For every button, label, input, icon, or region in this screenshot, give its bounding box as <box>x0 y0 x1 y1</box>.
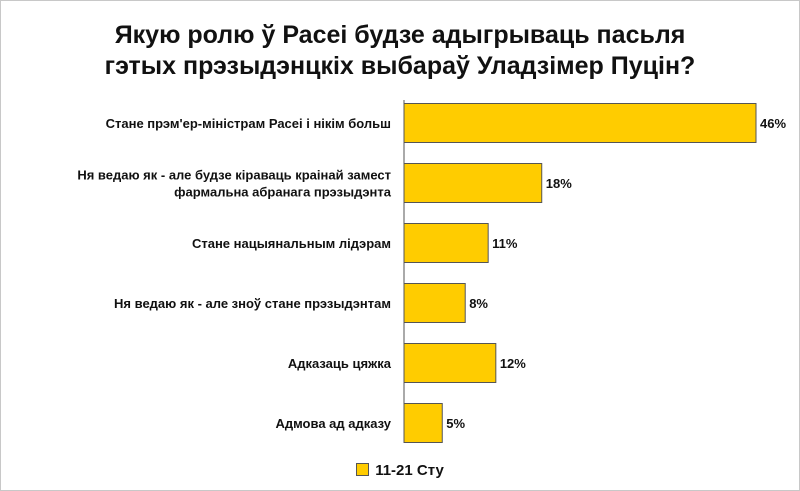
value-label: 46% <box>760 116 786 131</box>
legend-swatch <box>356 463 370 476</box>
bar <box>403 163 543 203</box>
category-label: Адказаць цяжка <box>288 356 392 371</box>
bar <box>403 403 443 443</box>
category-label: Ня ведаю як - але зноў стане прэзыдэнтам <box>114 296 391 311</box>
value-label: 12% <box>500 356 526 371</box>
category-label: Стане прэм'ер-міністрам Расеі і нікім бо… <box>106 116 391 131</box>
bar <box>403 223 489 263</box>
category-label: Адмова ад адказу <box>275 416 391 431</box>
value-label: 8% <box>469 296 488 311</box>
category-label: Ня ведаю як - але будзе кіраваць краінай… <box>77 168 391 200</box>
value-label: 18% <box>546 176 572 191</box>
value-label: 11% <box>492 236 518 251</box>
bar <box>403 103 757 143</box>
chart-title: Якую ролю ў Расеі будзе адыгрываць пасьл… <box>0 20 800 82</box>
category-label: Стане нацыянальным лідэрам <box>192 236 391 251</box>
legend-label: 11-21 Сту <box>375 462 444 479</box>
bar <box>403 283 466 323</box>
legend: 11-21 Сту <box>0 462 800 479</box>
bar <box>403 343 497 383</box>
title-line-2: гэтых прэзыдэнцкіх выбараў Уладзімер Пуц… <box>104 52 696 80</box>
value-label: 5% <box>446 416 465 431</box>
title-line-1: Якую ролю ў Расеі будзе адыгрываць пасьл… <box>114 21 686 49</box>
